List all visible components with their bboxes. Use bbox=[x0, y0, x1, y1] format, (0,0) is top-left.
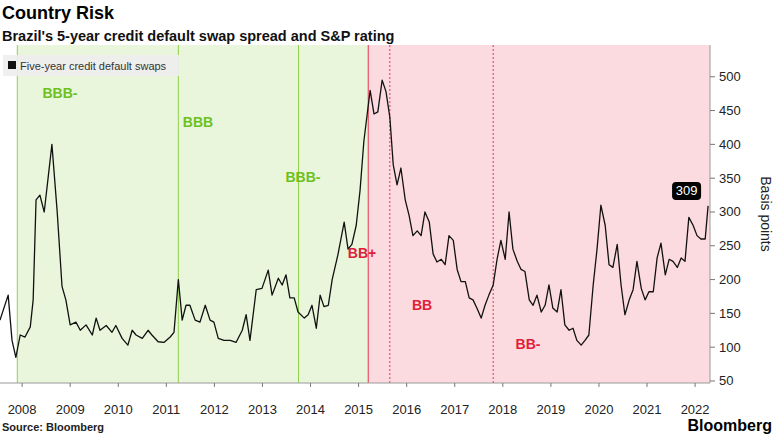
y-tick-label: 150 bbox=[719, 306, 741, 321]
x-tick-label: 2013 bbox=[248, 402, 277, 417]
y-tick bbox=[710, 347, 715, 348]
y-tick-label: 250 bbox=[719, 238, 741, 253]
y-axis-line bbox=[710, 45, 711, 383]
rating-label: BB+ bbox=[348, 245, 376, 261]
rating-region bbox=[178, 45, 298, 383]
x-tick-label: 2012 bbox=[200, 402, 229, 417]
rating-line bbox=[17, 45, 18, 383]
x-tick-label: 2017 bbox=[440, 402, 469, 417]
x-tick-label: 2021 bbox=[633, 402, 662, 417]
legend-label: Five-year credit default swaps bbox=[20, 60, 167, 72]
y-tick bbox=[710, 144, 715, 145]
last-value-badge bbox=[672, 182, 701, 200]
y-tick-label: 100 bbox=[719, 340, 741, 355]
y-tick bbox=[710, 245, 715, 246]
rating-line bbox=[368, 45, 369, 383]
plot-area bbox=[0, 45, 710, 383]
legend: Five-year credit default swaps bbox=[3, 55, 179, 76]
x-tick-label: 2011 bbox=[152, 402, 180, 417]
x-tick-label: 2020 bbox=[584, 402, 613, 417]
y-tick-label: 400 bbox=[719, 137, 741, 152]
logo: Bloomberg bbox=[688, 417, 772, 434]
subtitle: Brazil's 5-year credit default swap spre… bbox=[2, 28, 394, 44]
x-tick-label: 2010 bbox=[104, 402, 133, 417]
last-value-label: 309 bbox=[676, 183, 698, 198]
rating-label: BB- bbox=[516, 336, 541, 352]
x-tick bbox=[647, 383, 648, 387]
rating-region bbox=[17, 45, 178, 383]
x-tick-label: 2016 bbox=[392, 402, 421, 417]
x-tick bbox=[118, 383, 119, 387]
y-tick-label: 500 bbox=[719, 69, 741, 84]
x-tick-label: 2022 bbox=[681, 402, 710, 417]
y-tick bbox=[710, 76, 715, 77]
x-tick-label: 2015 bbox=[344, 402, 373, 417]
rating-region bbox=[390, 45, 493, 383]
x-tick bbox=[598, 383, 599, 387]
legend-swatch bbox=[8, 61, 16, 69]
x-tick-label: 2014 bbox=[296, 402, 325, 417]
rating-label: BBB bbox=[183, 114, 213, 130]
y-tick bbox=[710, 211, 715, 212]
y-tick bbox=[710, 279, 715, 280]
x-tick bbox=[406, 383, 407, 387]
legend-box bbox=[3, 55, 179, 76]
rating-line bbox=[298, 45, 299, 383]
rating-line bbox=[389, 45, 390, 383]
x-tick-label: 2018 bbox=[488, 402, 517, 417]
y-tick-label: 200 bbox=[719, 272, 741, 287]
chart: 50 100 150 200 250 300 350 400 450 500 2008 2009 201… bbox=[0, 0, 776, 436]
x-tick bbox=[695, 383, 696, 387]
rating-line bbox=[493, 45, 494, 383]
x-tick bbox=[502, 383, 503, 387]
y-tick-label: 50 bbox=[719, 373, 733, 388]
rating-label: BBB- bbox=[43, 85, 78, 101]
source: Source: Bloomberg bbox=[2, 421, 104, 433]
y-tick-label: 350 bbox=[719, 171, 741, 186]
rating-label: BB bbox=[412, 297, 432, 313]
cds-line bbox=[0, 80, 708, 357]
x-tick bbox=[214, 383, 215, 387]
x-tick bbox=[166, 383, 167, 387]
x-tick bbox=[22, 383, 23, 387]
x-tick bbox=[550, 383, 551, 387]
x-tick-label: 2019 bbox=[536, 402, 565, 417]
y-tick bbox=[710, 313, 715, 314]
title: Country Risk bbox=[2, 3, 115, 23]
rating-region bbox=[493, 45, 710, 383]
x-tick bbox=[70, 383, 71, 387]
rating-line bbox=[178, 45, 179, 383]
x-tick-label: 2008 bbox=[8, 402, 37, 417]
y-axis-label: Basis points bbox=[758, 176, 774, 251]
x-axis-line bbox=[0, 383, 710, 384]
y-tick bbox=[710, 380, 715, 381]
x-tick-label: 2009 bbox=[56, 402, 85, 417]
x-tick bbox=[310, 383, 311, 387]
y-tick bbox=[710, 110, 715, 111]
x-tick bbox=[262, 383, 263, 387]
y-tick-label: 450 bbox=[719, 103, 741, 118]
rating-label: BBB- bbox=[286, 169, 321, 185]
y-tick-label: 300 bbox=[719, 204, 741, 219]
x-tick bbox=[358, 383, 359, 387]
x-tick bbox=[454, 383, 455, 387]
y-tick bbox=[710, 178, 715, 179]
